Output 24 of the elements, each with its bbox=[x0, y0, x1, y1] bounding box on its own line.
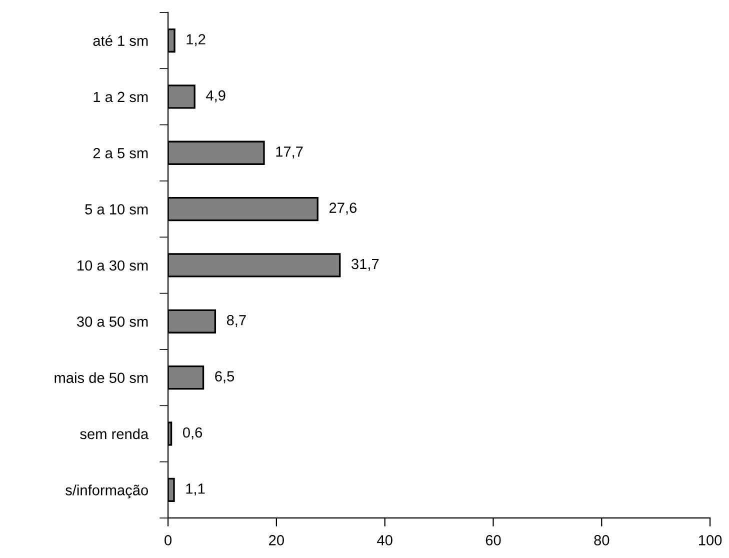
y-tick-label: 1 a 2 sm bbox=[94, 92, 148, 102]
data-label: 4,9 bbox=[206, 90, 226, 102]
y-tick-label: mais de 50 sm bbox=[54, 372, 148, 383]
data-label: 6,5 bbox=[215, 371, 234, 384]
y-tick-label: 2 a 5 sm bbox=[93, 148, 148, 158]
x-tick-label: 40 bbox=[377, 535, 392, 546]
y-tick-label: s/informação bbox=[66, 484, 148, 498]
x-tick-label: 60 bbox=[486, 535, 501, 546]
x-tick-label: 100 bbox=[698, 535, 722, 546]
y-tick-label: 10 a 30 sm bbox=[78, 260, 148, 271]
y-tick-label: sem renda bbox=[80, 428, 149, 440]
data-label: 0,6 bbox=[182, 427, 202, 440]
x-tick-label: 80 bbox=[594, 535, 610, 546]
data-label: 27,6 bbox=[329, 202, 356, 215]
y-tick-label: 5 a 10 sm bbox=[85, 204, 148, 214]
data-label: 1,1 bbox=[186, 484, 205, 496]
x-tick-label: 20 bbox=[269, 535, 284, 546]
data-label: 1,2 bbox=[186, 34, 206, 46]
data-label: 8,7 bbox=[226, 314, 246, 328]
data-label: 17,7 bbox=[276, 146, 303, 159]
data-label: 31,7 bbox=[352, 258, 379, 271]
y-tick-label: 30 a 50 sm bbox=[77, 316, 148, 327]
x-tick-label: 0 bbox=[164, 535, 172, 546]
y-tick-label: até 1 sm bbox=[93, 35, 148, 46]
